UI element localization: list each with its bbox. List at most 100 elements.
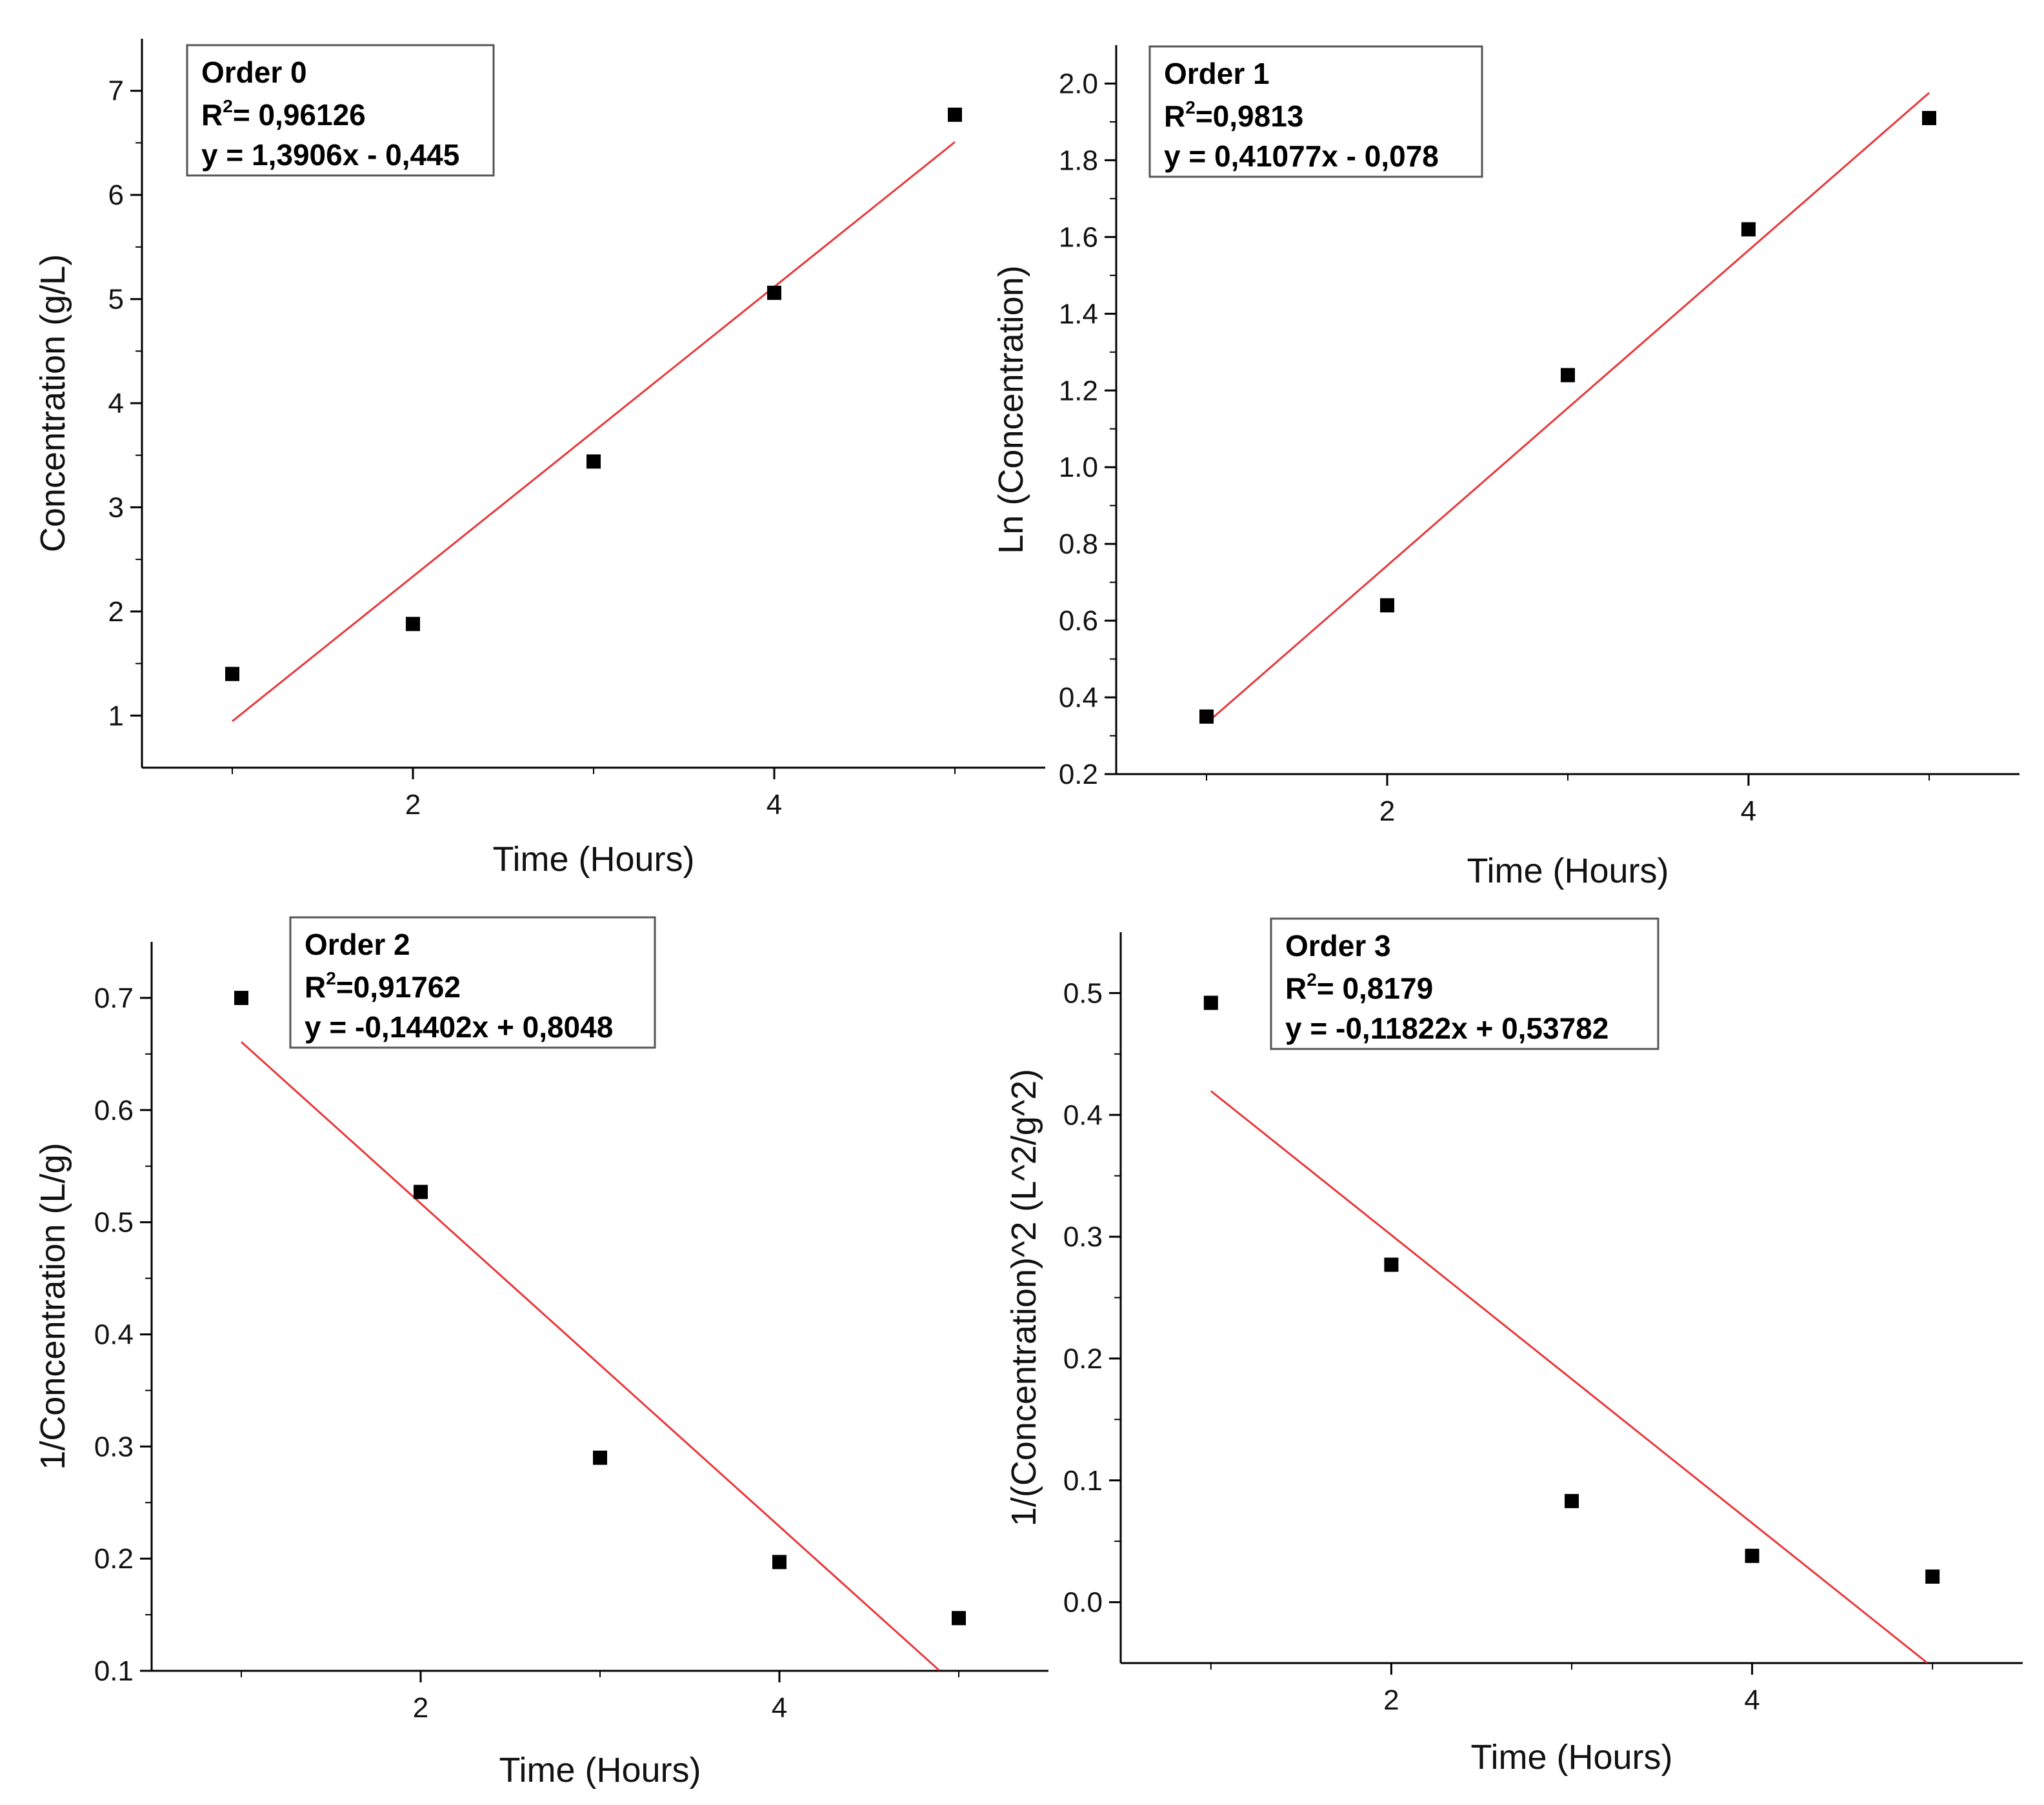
data-point xyxy=(225,666,239,681)
y-tick-label: 0.2 xyxy=(1059,759,1098,790)
data-point xyxy=(586,454,601,469)
data-point xyxy=(767,285,781,300)
fit-line xyxy=(1206,92,1930,724)
x-tick-label: 4 xyxy=(1741,795,1756,827)
x-axis-title: Time (Hours) xyxy=(492,840,694,879)
r-squared-label: R2= 0,8179 xyxy=(1285,970,1433,1005)
order-title: Order 2 xyxy=(305,928,410,961)
r-squared-value: =0,91762 xyxy=(336,970,461,1004)
y-tick-label: 1.2 xyxy=(1059,375,1098,406)
data-point xyxy=(234,990,248,1005)
chart-panel-order-2: 0.1 0.2 0.3 0.4 0.5 0.6 0.7 2 4 Time (Hours) 1/Con… xyxy=(34,916,1048,1790)
x-tick-label: 2 xyxy=(413,1692,428,1724)
y-tick-label: 1.4 xyxy=(1059,298,1098,330)
y-axis-title: 1/(Concentration)^2 (L^2/g^2) xyxy=(1005,1069,1043,1526)
fit-equation: y = 1,3906x - 0,445 xyxy=(201,138,459,172)
data-point xyxy=(1199,709,1214,724)
y-tick-label: 0.7 xyxy=(94,982,134,1014)
x-tick-label: 4 xyxy=(1744,1684,1759,1716)
x-tick-label: 2 xyxy=(1379,795,1395,827)
data-point xyxy=(1203,995,1218,1010)
data-point xyxy=(1925,1569,1940,1584)
r-superscript: 2 xyxy=(326,968,336,988)
fit-line xyxy=(240,1041,940,1671)
r-squared-value: =0,9813 xyxy=(1196,99,1304,133)
r-symbol: R xyxy=(1285,972,1307,1005)
y-tick-label: 0.1 xyxy=(94,1655,134,1687)
y-tick-label: 0.5 xyxy=(1063,977,1103,1009)
y-tick-label: 0.2 xyxy=(94,1543,134,1575)
y-tick-label: 0.8 xyxy=(1059,528,1098,560)
chart-panel-order-0: 1 2 3 4 5 6 7 2 4 Time (Hours) Concentration (g/L)… xyxy=(34,39,1045,879)
data-point xyxy=(1380,598,1394,613)
y-tick-label: 0.5 xyxy=(94,1207,134,1239)
y-tick-label: 0.6 xyxy=(1059,605,1098,637)
data-point xyxy=(1384,1257,1399,1272)
x-tick-label: 2 xyxy=(1383,1684,1399,1716)
data-point xyxy=(772,1555,787,1570)
order-title: Order 0 xyxy=(201,55,307,89)
y-tick-label: 0.4 xyxy=(1063,1099,1103,1131)
y-tick-label: 6 xyxy=(108,179,124,211)
y-tick-label: 7 xyxy=(108,75,124,107)
y-axis-title: Concentration (g/L) xyxy=(34,254,72,552)
x-tick-label: 4 xyxy=(772,1692,787,1724)
chart-panel-order-1: 0.2 0.4 0.6 0.8 1.0 1.2 1.4 1.6 1.8 2.0 2 4 Time (Ho… xyxy=(992,45,2019,890)
r-symbol: R xyxy=(201,98,223,132)
fit-line xyxy=(1210,1090,1928,1664)
order-title: Order 3 xyxy=(1285,929,1391,962)
data-point xyxy=(1561,368,1575,383)
y-tick-label: 3 xyxy=(108,492,124,523)
fit-equation: y = -0,11822x + 0,53782 xyxy=(1285,1012,1608,1045)
data-point xyxy=(406,617,420,632)
r-squared-value: = 0,96126 xyxy=(233,98,366,132)
data-point xyxy=(1565,1493,1579,1508)
y-tick-label: 0.2 xyxy=(1063,1343,1103,1375)
fit-equation: y = -0,14402x + 0,8048 xyxy=(305,1010,613,1044)
x-axis-title: Time (Hours) xyxy=(1467,852,1668,890)
fit-line xyxy=(232,141,956,723)
data-point xyxy=(1922,111,1936,125)
annotation-box xyxy=(1148,45,1483,178)
data-point xyxy=(414,1184,428,1199)
y-tick-label: 0.0 xyxy=(1063,1587,1103,1619)
y-axis-title: 1/Concentration (L/g) xyxy=(34,1142,72,1470)
r-symbol: R xyxy=(305,970,326,1004)
y-tick-label: 0.1 xyxy=(1063,1465,1103,1497)
y-tick-label: 1 xyxy=(108,700,124,732)
annotation-box xyxy=(186,44,495,177)
r-squared-label: R2=0,91762 xyxy=(305,968,461,1004)
r-superscript: 2 xyxy=(223,96,233,116)
data-point xyxy=(948,107,962,122)
y-tick-label: 1.8 xyxy=(1059,145,1098,176)
annotation-box xyxy=(289,916,656,1049)
y-tick-label: 0.3 xyxy=(1063,1221,1103,1253)
data-point xyxy=(1745,1548,1759,1563)
x-tick-label: 4 xyxy=(766,789,782,821)
data-point xyxy=(1741,222,1756,237)
x-tick-label: 2 xyxy=(405,789,421,821)
y-tick-label: 2.0 xyxy=(1059,68,1098,99)
y-tick-label: 2 xyxy=(108,596,124,628)
y-tick-label: 0.6 xyxy=(94,1095,134,1126)
y-tick-label: 4 xyxy=(108,388,124,419)
y-tick-label: 0.4 xyxy=(94,1319,134,1350)
y-tick-label: 1.6 xyxy=(1059,221,1098,253)
r-squared-label: R2= 0,96126 xyxy=(201,96,366,132)
y-tick-label: 0.3 xyxy=(94,1431,134,1462)
y-tick-label: 0.4 xyxy=(1059,682,1098,713)
r-symbol: R xyxy=(1164,99,1185,133)
y-axis-title: Ln (Concentration) xyxy=(992,265,1030,553)
chart-panel-order-3: 0.0 0.1 0.2 0.3 0.4 0.5 2 4 Time (Hours) 1/(Conce… xyxy=(1005,917,2023,1777)
r-squared-value: = 0,8179 xyxy=(1317,972,1433,1005)
x-axis-title: Time (Hours) xyxy=(1470,1738,1672,1777)
annotation-box xyxy=(1270,917,1659,1050)
r-superscript: 2 xyxy=(1307,970,1317,990)
fit-equation: y = 0,41077x - 0,078 xyxy=(1164,139,1439,173)
order-title: Order 1 xyxy=(1164,57,1270,90)
r-squared-label: R2=0,9813 xyxy=(1164,97,1303,133)
data-point xyxy=(952,1611,966,1626)
y-tick-label: 1.0 xyxy=(1059,452,1098,483)
y-tick-label: 5 xyxy=(108,284,124,315)
